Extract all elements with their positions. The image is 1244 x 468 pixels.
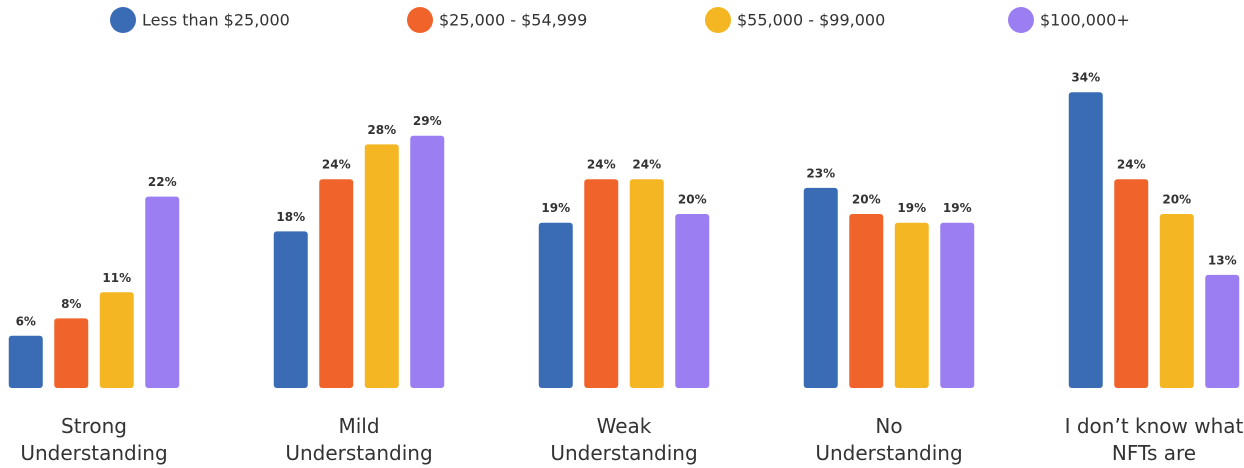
value-label: 6% [16, 314, 36, 328]
value-label: 20% [1162, 193, 1191, 207]
category-label: Mild Understanding [285, 414, 433, 465]
legend-label: $100,000+ [1040, 11, 1130, 30]
bar [145, 196, 180, 388]
bar [849, 214, 884, 388]
legend-swatch [1008, 7, 1034, 33]
legend-swatch [407, 7, 433, 33]
bar [273, 231, 308, 388]
bar [54, 318, 89, 388]
value-label: 20% [852, 193, 881, 207]
bar [803, 187, 838, 388]
bar [319, 179, 354, 388]
bar [1068, 92, 1103, 388]
value-label: 20% [678, 193, 707, 207]
legend-label: $55,000 - $99,000 [737, 11, 885, 30]
value-label: 24% [632, 158, 661, 172]
value-label: 23% [806, 166, 835, 180]
value-label: 11% [102, 271, 131, 285]
value-label: 19% [897, 201, 926, 215]
value-label: 24% [322, 158, 351, 172]
value-label: 13% [1208, 253, 1237, 267]
bar [629, 179, 664, 388]
bar [410, 135, 445, 388]
category-label: No Understanding [815, 414, 963, 465]
bar [584, 179, 619, 388]
category-label: Weak Understanding [550, 414, 698, 465]
legend-label: $25,000 - $54,999 [439, 11, 587, 30]
bar [675, 214, 710, 388]
bar [940, 222, 975, 388]
value-label: 24% [587, 158, 616, 172]
value-label: 24% [1117, 158, 1146, 172]
bar [364, 144, 399, 388]
bar [1114, 179, 1149, 388]
value-label: 19% [541, 201, 570, 215]
bar [99, 292, 134, 388]
bar [1205, 274, 1240, 388]
legend-label: Less than $25,000 [142, 11, 290, 30]
value-label: 29% [413, 114, 442, 128]
legend-swatch [110, 7, 136, 33]
value-label: 8% [61, 297, 81, 311]
legend-swatch [705, 7, 731, 33]
value-label: 19% [943, 201, 972, 215]
bar [538, 222, 573, 388]
bar [1159, 214, 1194, 388]
value-label: 28% [367, 123, 396, 137]
value-label: 34% [1071, 71, 1100, 85]
value-label: 22% [148, 175, 177, 189]
category-label: I don’t know what NFTs are [1064, 414, 1244, 465]
bar [894, 222, 929, 388]
bar [8, 335, 43, 388]
value-label: 18% [276, 210, 305, 224]
category-label: Strong Understanding [20, 414, 168, 465]
